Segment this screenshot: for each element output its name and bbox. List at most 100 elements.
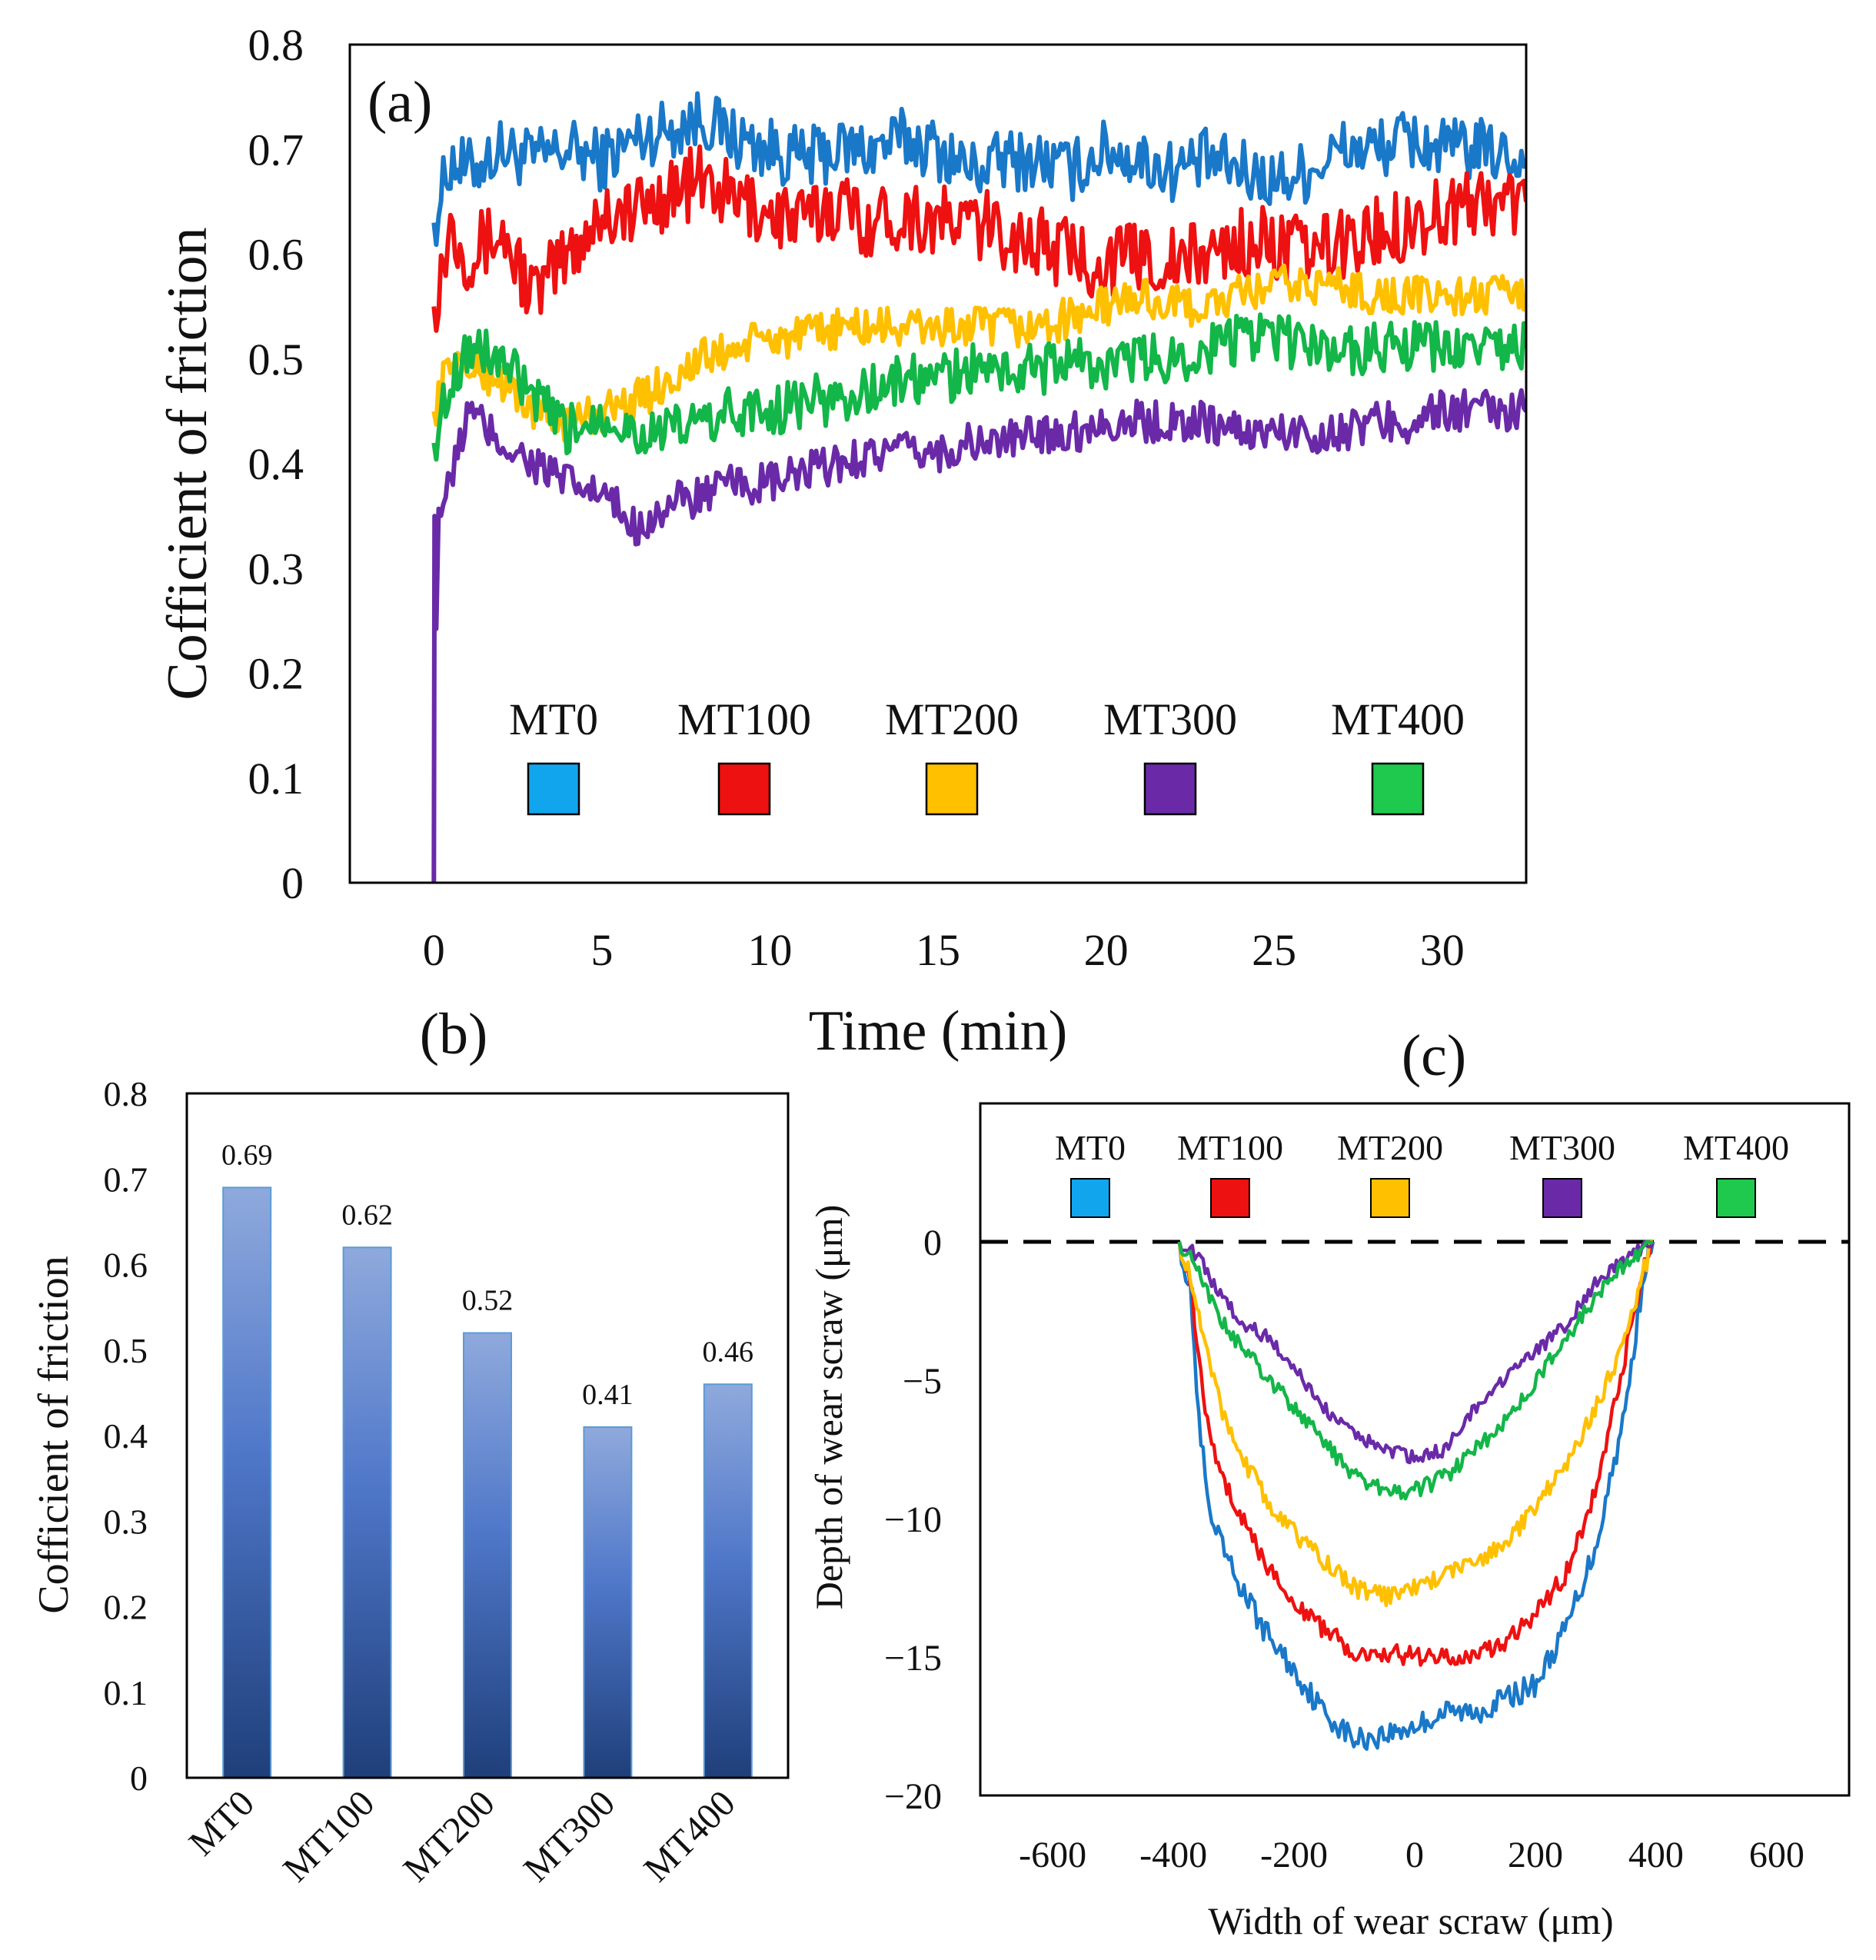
panel-c-legend-swatch-mt300 (1542, 1178, 1582, 1218)
panel-c-series-mt0-line (1177, 1241, 1655, 1752)
panel-b-bar-mt200 (463, 1332, 512, 1779)
panel-a-series-mt100-line (431, 144, 1526, 333)
panel-b-bar-mt100 (342, 1246, 392, 1779)
panel-c-y-tick-label: 0 (923, 1223, 942, 1263)
panel-b-y-tick-label: 0.8 (104, 1074, 148, 1113)
panel-a-legend-swatch-mt200 (925, 762, 979, 816)
panel-c-series-mt300-line (1177, 1240, 1655, 1465)
panel-a-x-tick-label: 25 (1252, 925, 1296, 975)
panel-a-legend-label-mt200: MT200 (885, 694, 1019, 744)
panel-a-y-tick-label: 0.1 (248, 754, 304, 804)
panel-c-wear-profile: (c) 0−5−10−15−20 -600 -400 -200 0 200 400 600 … (807, 1023, 1851, 1942)
panel-b-label: (b) (420, 1002, 488, 1067)
panel-c-x-tick-label: 600 (1749, 1835, 1804, 1875)
panel-b-average-friction: (b) 00.10.20.30.40.50.60.70.8 0.690.620.… (30, 1002, 790, 1890)
panel-c-x-tick-label: 0 (1405, 1835, 1424, 1875)
panel-c-legend-swatch-mt200 (1370, 1178, 1410, 1218)
panel-a-series (431, 91, 1526, 883)
panel-b-y-label: Cofficient of friction (30, 1256, 78, 1614)
panel-a-y-tick-label: 0.2 (248, 649, 304, 699)
panel-c-legend-swatch-mt100 (1210, 1178, 1250, 1218)
panel-a-y-label: Cofficient of friction (156, 227, 219, 700)
panel-a-y-tick-label: 0.7 (248, 125, 304, 175)
panel-b-y-tick-label: 0.4 (104, 1416, 148, 1456)
panel-b-y-tick-label: 0.6 (104, 1246, 148, 1285)
panel-b-category-label-mt0: MT0 (181, 1782, 262, 1863)
panel-a-legend-label-mt400: MT400 (1331, 694, 1465, 744)
panel-a-legend-label-mt0: MT0 (509, 694, 598, 744)
panel-a-x-tick-label: 20 (1084, 925, 1129, 975)
panel-c-y-tick-label: −10 (884, 1499, 942, 1540)
panel-a-x-tick-label: 5 (590, 925, 613, 975)
panel-b-category-label-mt300: MT300 (516, 1782, 623, 1889)
panel-c-x-ticks: -600 -400 -200 0 200 400 600 (1019, 1835, 1804, 1875)
panel-a-x-tick-label: 30 (1420, 925, 1465, 975)
panel-c-x-tick-label: 400 (1628, 1835, 1684, 1875)
panel-a-legend-swatch-mt0 (527, 762, 580, 816)
panel-a-x-label: Time (min) (809, 1000, 1067, 1063)
panel-b-plot-frame (185, 1092, 790, 1779)
panel-b-y-tick-label: 0.7 (104, 1160, 148, 1199)
panel-a-y-tick-label: 0.5 (248, 334, 304, 384)
panel-b-bar-mt300 (583, 1426, 633, 1779)
panel-a-plot-frame (348, 43, 1528, 884)
panel-b-y-tick-label: 0.3 (104, 1502, 148, 1541)
panel-a-legend: MT0 MT100 MT200 MT300 MT400 (509, 694, 1465, 816)
panel-a-y-tick-label: 0.8 (248, 20, 304, 70)
panel-b-bar-value-label: 0.46 (703, 1336, 754, 1368)
panel-a-x-tick-label: 10 (747, 925, 792, 975)
panel-c-series-mt400-line (1177, 1240, 1654, 1501)
panel-c-y-tick-label: −15 (884, 1638, 942, 1679)
panel-a-legend-label-mt100: MT100 (677, 694, 811, 744)
panel-a-series-mt0-line (431, 91, 1526, 248)
panel-b-bars: 0.69 0.62 0.52 0.41 0.46 (221, 1139, 754, 1779)
panel-b-category-label-mt200: MT200 (395, 1782, 502, 1889)
panel-c-x-tick-label: -400 (1139, 1835, 1207, 1875)
panel-b-bar-value-label: 0.62 (341, 1199, 393, 1231)
panel-c-legend-label-mt300: MT300 (1509, 1128, 1615, 1167)
panel-b-category-label-mt400: MT400 (636, 1782, 743, 1889)
panel-a-y-tick-label: 0.4 (248, 439, 304, 489)
panel-a-legend-label-mt300: MT300 (1103, 694, 1237, 744)
panel-b-category-label-mt100: MT100 (275, 1782, 382, 1889)
panel-a-x-tick-label: 15 (916, 925, 960, 975)
panel-c-legend-label-mt200: MT200 (1337, 1128, 1443, 1167)
panel-c-legend-label-mt400: MT400 (1683, 1128, 1789, 1167)
panel-a-y-tick-label: 0 (281, 858, 304, 908)
panel-c-legend: MT0 MT100 MT200 MT300 MT400 (1055, 1128, 1789, 1218)
panel-b-y-tick-label: 0.1 (104, 1673, 148, 1712)
panel-c-x-tick-label: 200 (1508, 1835, 1563, 1875)
panel-b-y-tick-label: 0.5 (104, 1331, 148, 1370)
panel-c-series-mt100-line (1177, 1240, 1655, 1667)
panel-a-friction-vs-time: (a) 0 0.1 0.2 0.3 0.4 0.5 0.6 0.7 0.8 0 5 10 15 20 25… (156, 20, 1528, 1063)
panel-b-bar-mt400 (703, 1383, 753, 1779)
panel-c-y-tick-label: −5 (903, 1361, 942, 1402)
panel-c-label: (c) (1402, 1023, 1466, 1088)
panel-c-legend-swatch-mt0 (1070, 1178, 1110, 1218)
panel-a-legend-swatch-mt400 (1371, 762, 1425, 816)
panel-a-y-tick-label: 0.3 (248, 544, 304, 594)
panel-c-y-ticks: 0 −5 −10 −15 −20 (884, 1223, 942, 1817)
panel-b-bar-value-label: 0.69 (221, 1139, 273, 1171)
panel-b-bar-mt0 (222, 1186, 272, 1779)
panel-c-x-tick-label: -600 (1019, 1835, 1086, 1875)
panel-c-legend-label-mt100: MT100 (1177, 1128, 1283, 1167)
panel-b-y-ticks: 0 0.1 0.2 0.3 0.4 0.5 0.6 0.7 0.8 (104, 1074, 148, 1798)
panel-c-series (1177, 1240, 1655, 1752)
panel-b-bar-value-label: 0.41 (582, 1379, 634, 1411)
panel-b-category-labels: MT0 MT100 MT200 MT300 MT400 (181, 1782, 743, 1889)
panel-b-bar-value-label: 0.52 (462, 1285, 514, 1317)
panel-a-y-ticks: 0 0.1 0.2 0.3 0.4 0.5 0.6 0.7 0.8 (248, 20, 304, 908)
panel-c-legend-swatch-mt400 (1716, 1178, 1756, 1218)
panel-c-legend-label-mt0: MT0 (1055, 1128, 1126, 1167)
panel-c-x-tick-label: -200 (1260, 1835, 1328, 1875)
panel-a-legend-swatch-mt300 (1143, 762, 1197, 816)
panel-b-y-tick-label: 0.2 (104, 1588, 148, 1627)
panel-c-series-mt200-line (1177, 1240, 1653, 1608)
panel-b-y-tick-label: 0 (130, 1759, 148, 1798)
panel-c-y-tick-label: −20 (884, 1776, 942, 1817)
panel-c-plot-frame (979, 1102, 1851, 1797)
panel-a-x-tick-label: 0 (423, 925, 445, 975)
panel-a-series-mt300-line (431, 388, 1526, 883)
